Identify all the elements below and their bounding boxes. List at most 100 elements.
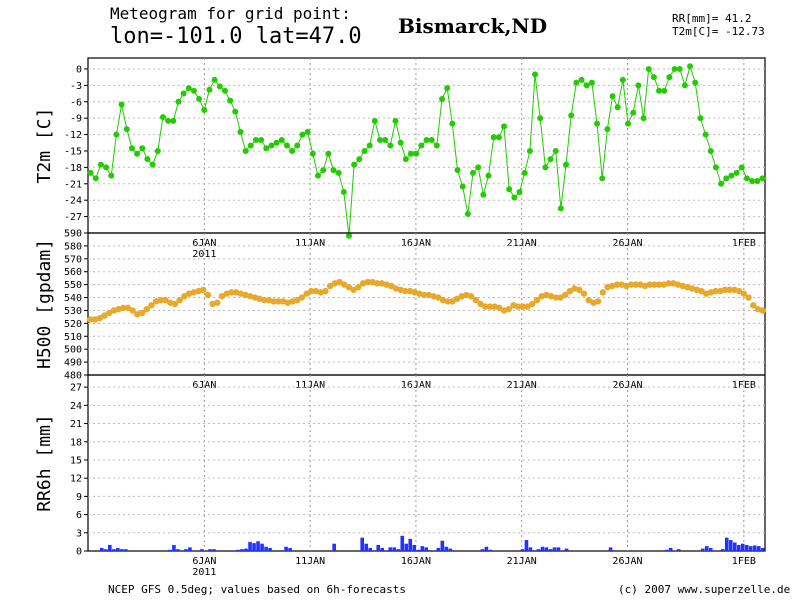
temperature-point — [511, 194, 518, 201]
precip-bar — [444, 546, 449, 551]
y-tick-label: 570 — [64, 254, 82, 265]
precip-bar — [364, 543, 369, 551]
temperature-point — [325, 150, 332, 157]
temperature-point — [666, 74, 673, 81]
y-tick-label: 21 — [70, 419, 82, 430]
y-tick-label: 3 — [76, 528, 82, 539]
y-tick-label: 500 — [64, 345, 82, 356]
precip-bar — [108, 544, 112, 551]
precip-bar — [608, 547, 613, 551]
stat-precip-total: RR[mm]= 41.2 — [672, 12, 752, 25]
temperature-point — [206, 86, 213, 93]
temperature-point — [754, 178, 761, 185]
temperature-point — [671, 65, 678, 72]
h500-point — [585, 296, 592, 304]
y-tick-label: 480 — [64, 371, 82, 382]
temperature-point — [216, 83, 223, 90]
temperature-point — [237, 128, 244, 135]
h500-point — [444, 298, 451, 305]
temperature-point — [252, 137, 259, 144]
temperature-point — [470, 169, 477, 176]
temperature-point — [134, 150, 141, 157]
h500-point — [576, 286, 583, 293]
temperature-point — [490, 134, 497, 141]
precip-bar — [240, 549, 244, 551]
x-tick-label: 6JAN — [192, 556, 216, 567]
y-tick-label: -24 — [64, 196, 82, 207]
temperature-point — [320, 167, 327, 174]
h500-point — [505, 305, 512, 313]
temperature-point — [289, 147, 296, 154]
temperature-point — [625, 120, 632, 127]
h500-point — [613, 281, 621, 288]
temperature-point — [361, 147, 368, 154]
h500-point — [712, 287, 719, 295]
temperature-point — [733, 169, 740, 176]
precip-bar — [400, 535, 405, 551]
temperature-point — [345, 232, 352, 239]
precip-bar — [664, 549, 669, 551]
precip-bar — [700, 548, 705, 551]
temperature-point — [661, 87, 668, 94]
h500-point — [759, 307, 766, 314]
y-tick-label: 520 — [64, 319, 82, 330]
temperature-point — [154, 147, 161, 154]
temperature-point — [609, 93, 616, 100]
temperature-point — [475, 164, 482, 171]
temperature-point — [563, 161, 570, 168]
temperature-point — [139, 145, 146, 152]
temperature-point — [630, 109, 637, 116]
temperature-point — [439, 96, 446, 103]
temperature-point — [108, 172, 115, 179]
temperature-point — [356, 156, 363, 163]
temperature-point — [123, 126, 130, 133]
temperature-point — [501, 123, 508, 130]
precip-bar — [376, 544, 381, 551]
x-tick-label: 11JAN — [295, 556, 325, 567]
h500-point — [599, 289, 607, 296]
h500-point — [482, 303, 489, 310]
temperature-point — [728, 172, 735, 179]
y-tick-label: 490 — [64, 358, 82, 369]
precip-bar — [168, 549, 172, 551]
h500-point — [261, 296, 268, 304]
temperature-point — [335, 169, 342, 176]
temperature-point — [175, 98, 182, 105]
h500-point — [561, 291, 569, 299]
precip-bar — [368, 547, 373, 551]
temperature-point — [573, 79, 580, 86]
temperature-point — [640, 115, 647, 122]
temperature-point — [635, 82, 642, 89]
precip-bar — [252, 543, 256, 551]
temperature-point — [227, 97, 234, 104]
temperature-point — [382, 137, 389, 144]
temperature-point — [87, 169, 94, 176]
temperature-point — [650, 74, 657, 81]
precip-bar — [176, 549, 180, 551]
h500-point — [651, 281, 658, 288]
temperature-point — [712, 164, 719, 171]
h500-point — [486, 303, 494, 310]
temperature-point — [340, 188, 347, 195]
h500-point — [656, 281, 663, 288]
precip-bar — [520, 549, 525, 551]
temperature-point — [314, 172, 321, 179]
precip-bar — [184, 549, 188, 551]
precip-bar — [244, 548, 248, 551]
precip-bar — [100, 547, 104, 551]
temperature-point — [103, 164, 110, 171]
y-tick-label: 0 — [76, 547, 82, 558]
precip-bar — [284, 546, 288, 551]
h500-point — [157, 296, 165, 304]
temperature-point — [697, 115, 704, 122]
y-tick-label: 510 — [64, 332, 82, 343]
temperature-point — [604, 126, 611, 133]
precip-bar — [188, 547, 192, 551]
precip-bar — [484, 546, 489, 551]
h500-point — [96, 315, 103, 322]
precip-bar — [116, 547, 120, 551]
location-title: Bismarck,ND — [398, 14, 548, 38]
h500-point — [740, 290, 748, 297]
temperature-point — [568, 112, 575, 119]
